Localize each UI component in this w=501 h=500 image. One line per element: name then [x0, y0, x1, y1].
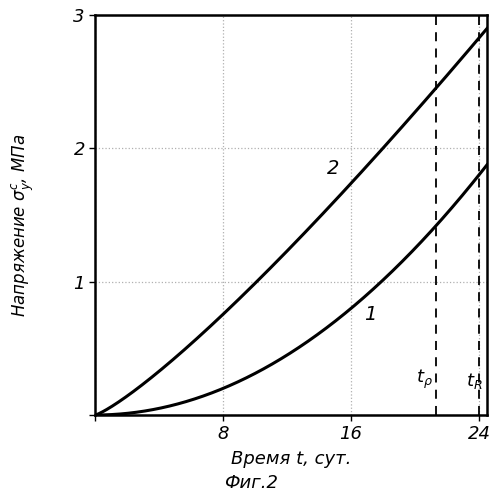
Text: Фиг.2: Фиг.2: [223, 474, 278, 492]
X-axis label: Время t, сут.: Время t, сут.: [230, 450, 351, 468]
Text: $t_R$: $t_R$: [465, 371, 481, 391]
Text: $t_\rho$: $t_\rho$: [415, 368, 432, 391]
Text: 1: 1: [363, 306, 376, 324]
Text: Напряжение $\sigma_y^c$, МПа: Напряжение $\sigma_y^c$, МПа: [10, 134, 36, 316]
Text: 2: 2: [327, 159, 339, 178]
